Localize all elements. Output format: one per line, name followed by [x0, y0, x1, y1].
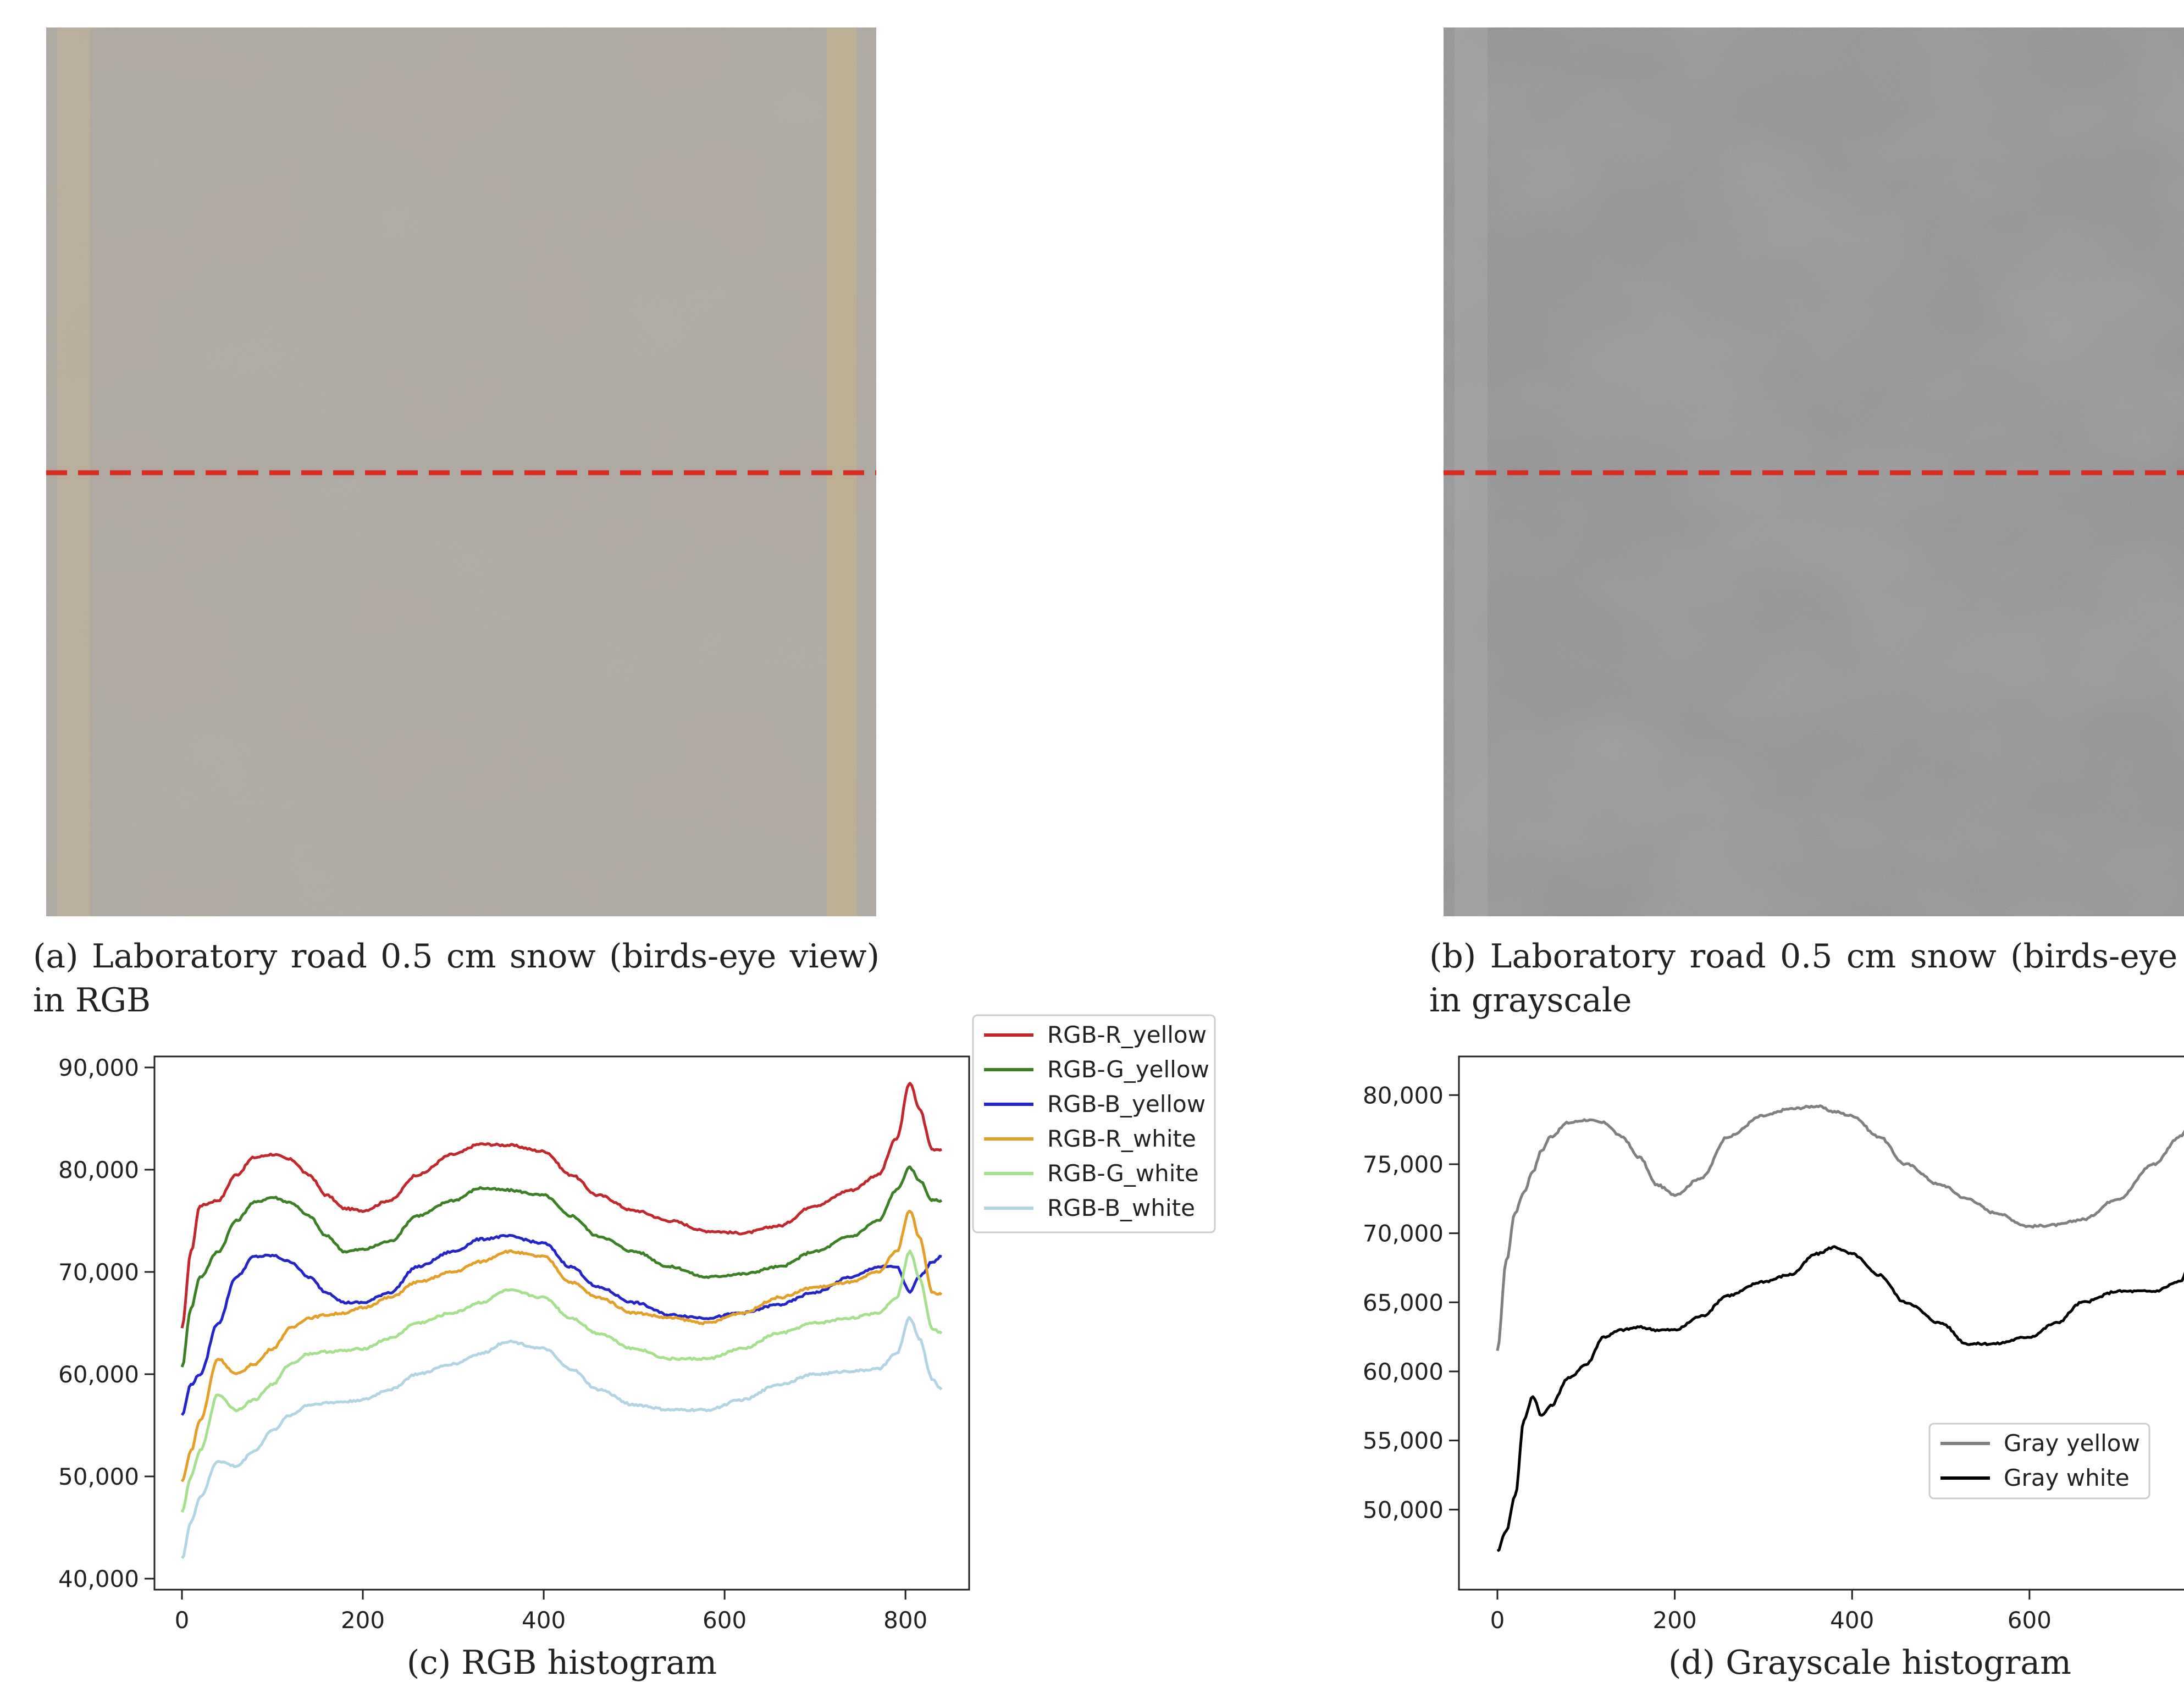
- y-tick-label: 70,000: [58, 1259, 139, 1286]
- y-tick-label: 40,000: [58, 1565, 139, 1592]
- caption-c: (c) RGB histogram: [406, 1644, 717, 1682]
- series-line-gray-white: [1496, 1245, 2184, 1552]
- y-tick-label: 80,000: [1363, 1082, 1444, 1109]
- reference-lines: [46, 470, 2184, 475]
- x-tick-label: 800: [883, 1607, 927, 1630]
- caption-b: (b) Laboratory road 0.5 cm snow (birds-e…: [1429, 937, 2184, 1020]
- legend-label: Gray white: [2004, 1464, 2130, 1491]
- x-tick-label: 0: [175, 1607, 190, 1630]
- y-tick-label: 70,000: [1363, 1220, 1444, 1247]
- y-tick-label: 90,000: [58, 1054, 139, 1081]
- x-tick-label: 600: [2008, 1607, 2052, 1630]
- x-tick-label: 200: [341, 1607, 385, 1630]
- series-line-rgb-b-white: [180, 1316, 943, 1559]
- series-line-rgb-r-yellow: [180, 1082, 943, 1329]
- y-tick-label: 65,000: [1363, 1289, 1444, 1316]
- legend-label: RGB-G_white: [1047, 1160, 1199, 1187]
- y-tick-label: 55,000: [1363, 1428, 1444, 1454]
- caption-d: (d) Grayscale histogram: [1668, 1644, 2072, 1682]
- caption-a: (a) Laboratory road 0.5 cm snow (birds-e…: [33, 937, 880, 1020]
- y-tick-label: 60,000: [58, 1361, 139, 1388]
- series-line-gray-yellow: [1496, 1104, 2184, 1351]
- x-tick-label: 0: [1490, 1607, 1505, 1630]
- legend-label: RGB-G_yellow: [1047, 1056, 1209, 1083]
- series-line-rgb-g-yellow: [180, 1165, 943, 1368]
- x-tick-label: 600: [703, 1607, 747, 1630]
- legend-label: RGB-R_white: [1047, 1125, 1196, 1152]
- plot-frame: [153, 1055, 970, 1591]
- legend-label: Gray yellow: [2004, 1430, 2140, 1457]
- x-tick-label: 400: [1830, 1607, 1874, 1630]
- legend: Gray yellow Gray white: [1928, 1423, 2150, 1500]
- series-line-rgb-r-white: [180, 1210, 943, 1482]
- rgb-histogram-chart: 0 200 400 600 800 40,000 50,000 60,000 70,000 80,…: [58, 1014, 1216, 1630]
- grayscale-histogram-chart: 020040060080050,00055,00060,00065,00070,…: [1363, 1055, 2184, 1630]
- legend-label: RGB-B_yellow: [1047, 1091, 1206, 1117]
- legend: RGB-R_yellow RGB-G_yellow RGB-B_yellow RGB-…: [972, 1014, 1216, 1233]
- y-tick-label: 75,000: [1363, 1151, 1444, 1178]
- y-tick-label: 50,000: [58, 1463, 139, 1490]
- legend-label: RGB-B_white: [1047, 1194, 1195, 1221]
- x-tick-label: 400: [522, 1607, 566, 1630]
- x-tick-label: 200: [1653, 1607, 1697, 1630]
- plot-frame: [1458, 1055, 2184, 1591]
- y-tick-label: 60,000: [1363, 1358, 1444, 1385]
- y-tick-label: 80,000: [58, 1157, 139, 1183]
- y-tick-label: 50,000: [1363, 1496, 1444, 1523]
- legend-label: RGB-R_yellow: [1047, 1021, 1207, 1048]
- series-line-rgb-g-white: [180, 1249, 943, 1513]
- series-line-rgb-b-yellow: [180, 1233, 942, 1416]
